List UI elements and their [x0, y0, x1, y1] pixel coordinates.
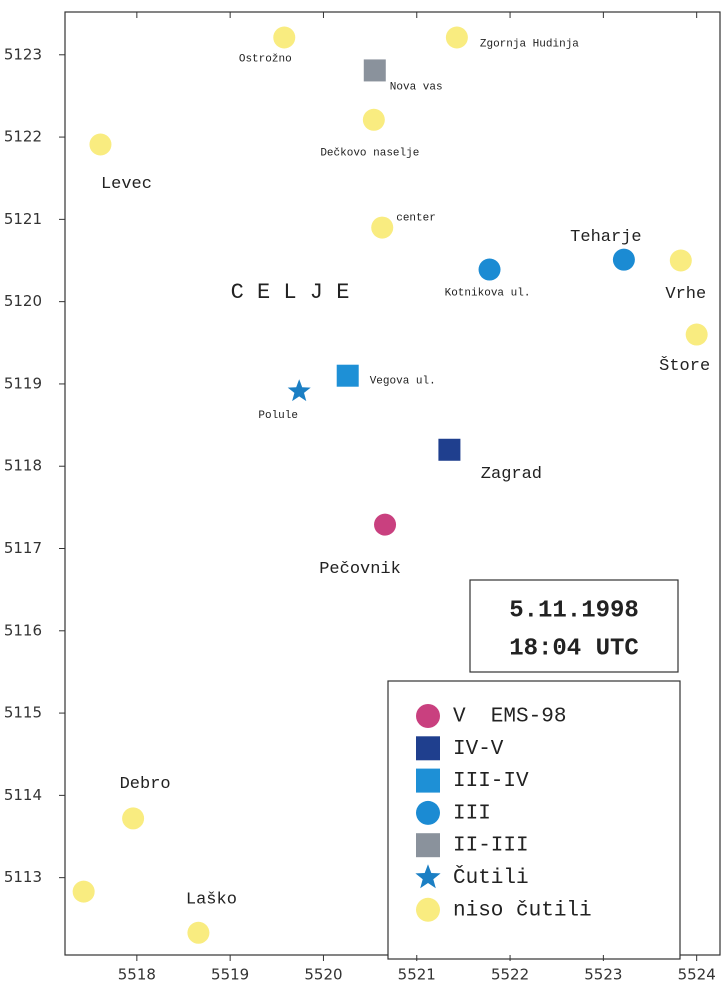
circle-marker: [612, 248, 635, 271]
point-label: Pečovnik: [319, 560, 401, 579]
legend-label: niso čutili: [453, 899, 592, 922]
city-label: C E L J E: [231, 280, 350, 305]
x-tick-label: 5524: [678, 966, 716, 984]
x-tick-label: 5520: [304, 966, 342, 984]
point-label: Ostrožno: [239, 53, 292, 65]
y-tick-label: 5116: [4, 621, 42, 639]
circle-marker: [478, 258, 501, 281]
legend-label: III-IV: [453, 770, 529, 793]
circle-marker: [371, 216, 394, 239]
square-marker: [336, 364, 359, 387]
y-tick-label: 5123: [4, 45, 42, 63]
y-tick-label: 5115: [4, 704, 42, 722]
legend-label: II-III: [453, 835, 529, 858]
point-label: Štore: [659, 356, 710, 376]
x-tick-label: 5521: [398, 966, 436, 984]
legend-label: V EMS-98: [453, 706, 566, 729]
circle-marker: [669, 249, 692, 272]
point-label: Dečkovo naselje: [320, 148, 419, 160]
circle-marker: [273, 26, 296, 49]
circle-marker: [374, 513, 397, 536]
square-marker: [416, 768, 440, 793]
x-tick-label: 5519: [211, 966, 249, 984]
y-tick-label: 5121: [4, 210, 42, 228]
star-marker: [415, 864, 441, 889]
y-tick-label: 5122: [4, 128, 42, 146]
x-tick-label: 5522: [491, 966, 529, 984]
y-tick-label: 5118: [4, 457, 42, 475]
x-tick-label: 5523: [584, 966, 622, 984]
point-label: Levec: [101, 175, 152, 194]
circle-marker: [89, 133, 112, 156]
circle-marker: [685, 323, 708, 346]
square-marker: [416, 736, 440, 761]
y-tick-label: 5114: [4, 786, 42, 804]
point-label: Vrhe: [665, 285, 706, 304]
circle-marker: [362, 108, 385, 131]
point-label: Kotnikova ul.: [445, 287, 531, 299]
circle-marker: [122, 807, 145, 830]
square-marker: [416, 833, 440, 858]
point-label: Debro: [120, 775, 171, 794]
square-marker: [363, 59, 386, 82]
circle-marker: [416, 704, 440, 728]
circle-marker: [416, 800, 440, 825]
point-label: Nova vas: [390, 81, 443, 93]
time-text: 18:04 UTC: [509, 635, 639, 662]
legend-label: III: [453, 802, 491, 825]
circle-marker: [187, 921, 210, 944]
square-marker: [438, 438, 461, 461]
y-tick-label: 5119: [4, 374, 42, 392]
y-tick-label: 5113: [4, 868, 42, 886]
circle-marker: [445, 26, 468, 49]
y-tick-label: 5120: [4, 292, 42, 310]
legend-label: Čutili: [453, 866, 529, 890]
date-text: 5.11.1998: [509, 597, 639, 624]
point-label: Zgornja Hudinja: [480, 38, 579, 50]
point-label: center: [396, 212, 436, 224]
y-tick-label: 5117: [4, 539, 42, 557]
point-label: Polule: [258, 410, 298, 422]
star-marker: [287, 379, 311, 402]
x-tick-label: 5518: [118, 966, 156, 984]
point-label: Laško: [186, 890, 237, 909]
point-label: Vegova ul.: [370, 376, 436, 388]
point-label: Teharje: [570, 228, 641, 247]
legend-label: IV-V: [453, 738, 504, 761]
date-box: [469, 579, 679, 673]
point-label: Zagrad: [481, 465, 542, 484]
circle-marker: [416, 897, 440, 922]
circle-marker: [72, 880, 95, 903]
